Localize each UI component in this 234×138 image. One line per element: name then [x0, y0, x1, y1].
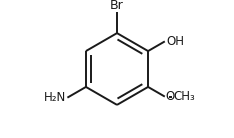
Text: O: O: [166, 90, 175, 103]
Text: H₂N: H₂N: [44, 91, 66, 104]
Text: OH: OH: [166, 35, 184, 48]
Text: CH₃: CH₃: [173, 90, 195, 103]
Text: Br: Br: [110, 0, 124, 12]
